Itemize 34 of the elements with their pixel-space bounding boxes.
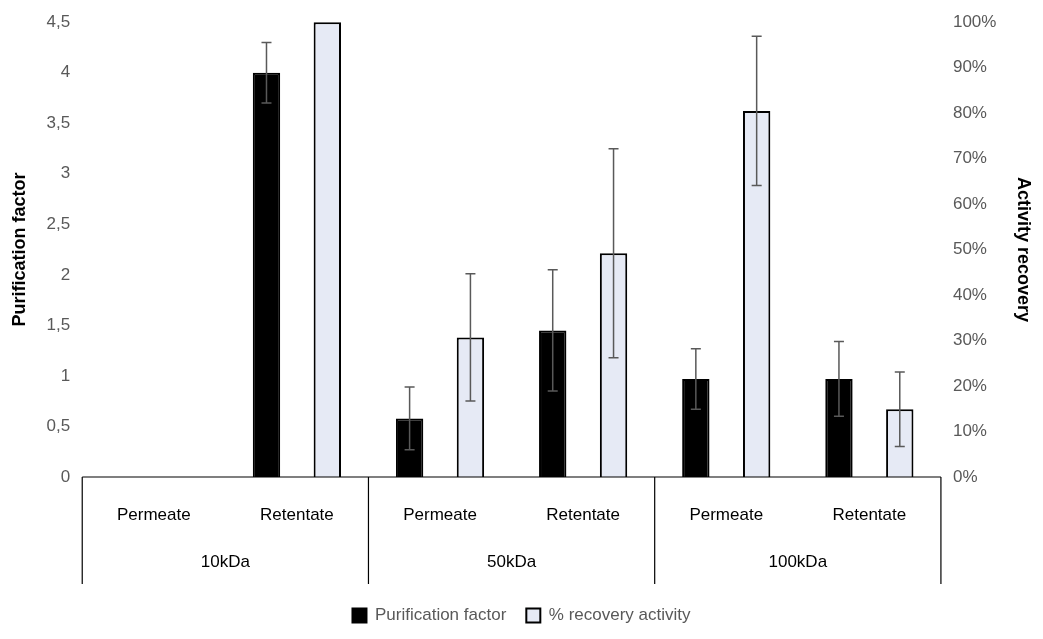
y2-tick-label: 80% (952, 102, 987, 122)
y-tick-label: 2,5 (46, 214, 71, 234)
y2-tick-label: 30% (952, 330, 987, 350)
x-tick-label: Retentate (832, 504, 907, 524)
y2-tick-label: 100% (952, 11, 997, 31)
y2-tick-label: 40% (952, 284, 987, 304)
text: 50kDa (487, 551, 537, 571)
y-tick-label: 3,5 (46, 112, 71, 132)
text: 100kDa (768, 551, 828, 571)
y2-axis-title: Activity recovery (1014, 177, 1035, 323)
y-tick-label: 1 (60, 365, 71, 385)
y2-tick-label: 90% (952, 57, 987, 77)
y-tick-label: 0 (60, 466, 71, 486)
x-tick-label: Retentate (546, 504, 620, 524)
y-tick-label: 4 (60, 62, 71, 82)
y-tick-label: 0,5 (46, 416, 71, 436)
y-tick-label: 3 (60, 163, 71, 183)
y2-tick-label: 0% (952, 466, 978, 486)
x-tick-label: Permeate (689, 504, 764, 524)
y2-tick-label: 60% (952, 193, 987, 213)
legend-label: Purification factor (374, 605, 507, 625)
y-tick-label: 2 (60, 264, 71, 284)
y2-tick-label: 10% (952, 421, 987, 441)
y-tick-label: 1,5 (46, 315, 71, 335)
y2-tick-label: 20% (952, 375, 987, 395)
legend-label: % recovery activity (548, 605, 692, 625)
x-tick-label: Permeate (403, 504, 477, 524)
text: 10kDa (200, 551, 251, 571)
y2-tick-label: 70% (952, 148, 987, 168)
y2-tick-label: 50% (952, 239, 987, 259)
y-tick-label: 4,5 (46, 11, 71, 31)
x-tick-label: Retentate (260, 504, 334, 524)
y-axis-title: Purification factor (8, 172, 29, 327)
x-tick-label: Permeate (116, 504, 191, 524)
